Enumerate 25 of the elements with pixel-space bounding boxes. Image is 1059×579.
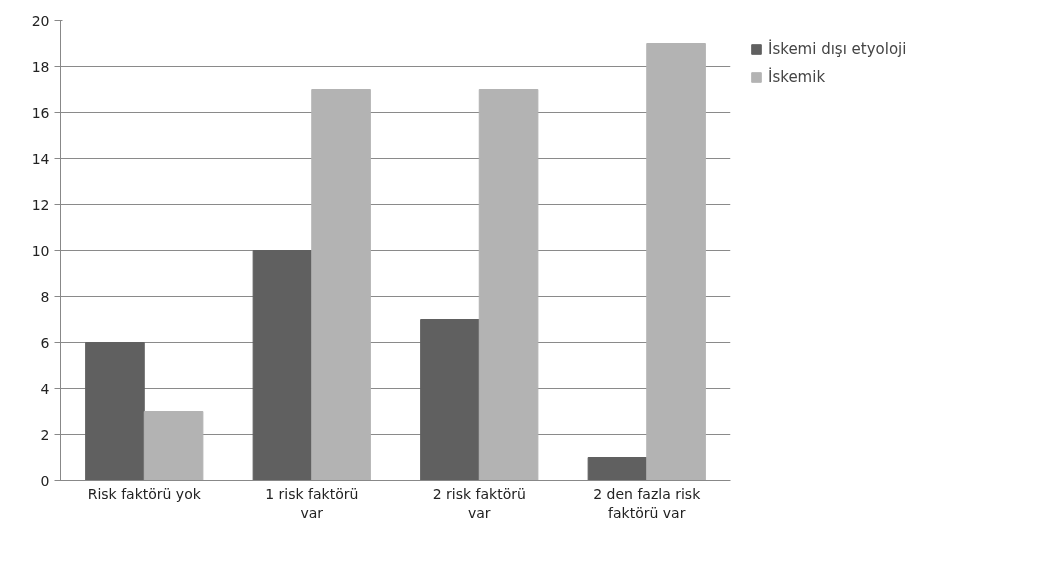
bar: [85, 342, 145, 481]
bar: [420, 319, 480, 481]
y-tick-label: 0: [40, 472, 50, 489]
y-tick-label: 8: [40, 288, 50, 305]
bar: [587, 457, 648, 481]
y-tick-label: 6: [40, 334, 50, 351]
y-tick-label: 20: [31, 12, 50, 29]
bar: [478, 89, 539, 481]
y-tick-label: 14: [31, 150, 50, 167]
y-tick-label: 10: [31, 242, 50, 259]
x-tick-label: 2 den fazla risk faktörü var: [593, 485, 702, 521]
x-tick-label: Risk faktörü yok: [87, 485, 202, 502]
bar: [143, 411, 204, 481]
y-tick-label: 4: [40, 380, 50, 397]
bar: [646, 43, 706, 481]
legend-label: İskemi dışı etyoloji: [768, 40, 907, 58]
y-tick-label: 12: [31, 196, 50, 213]
bar: [311, 89, 371, 481]
y-tick-label: 16: [31, 104, 50, 121]
y-tick-label: 2: [40, 426, 50, 443]
x-tick-label: 1 risk faktörü var: [265, 485, 359, 521]
y-tick-label: 18: [31, 58, 50, 75]
bar: [252, 250, 313, 481]
legend-label: İskemik: [768, 68, 826, 86]
x-tick-label: 2 risk faktörü var: [432, 485, 526, 521]
